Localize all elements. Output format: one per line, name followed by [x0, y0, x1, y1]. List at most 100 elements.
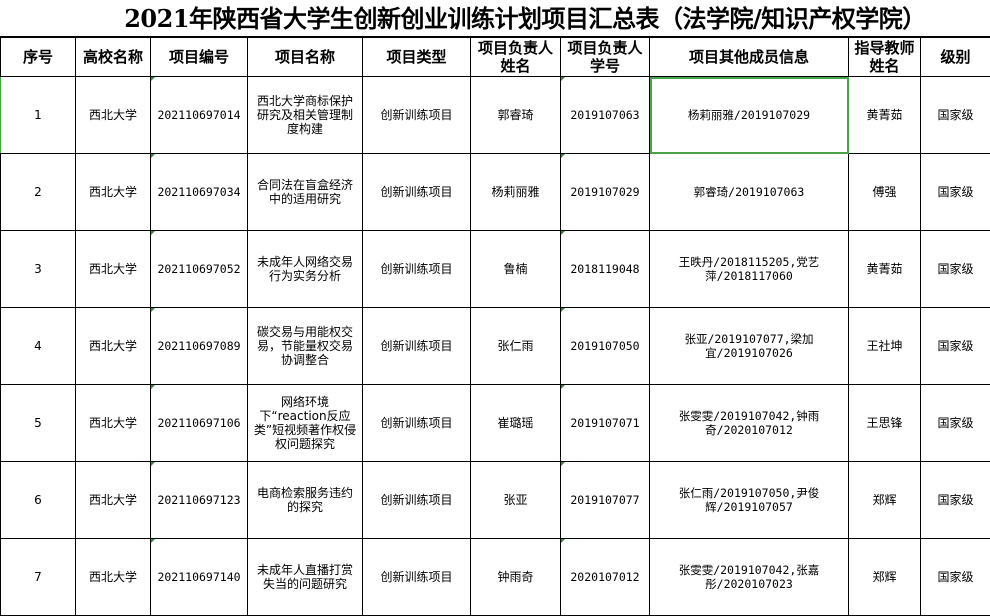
cell-school[interactable]: 西北大学 [76, 462, 151, 539]
cell-leader-id[interactable]: 2019107063 [561, 77, 650, 154]
cell-project-name[interactable]: 未成年人网络交易行为实务分析 [248, 231, 363, 308]
cell-seq[interactable]: 3 [1, 231, 76, 308]
header-leader-id[interactable]: 项目负责人学号 [561, 38, 650, 77]
cell-level[interactable]: 国家级 [921, 539, 990, 616]
cell-advisor[interactable]: 黄菁茹 [849, 77, 921, 154]
cell-members[interactable]: 张亚/2019107077,梁加宜/2019107026 [650, 308, 849, 385]
cell-text: 杨莉丽雅 [491, 185, 539, 199]
cell-project-type[interactable]: 创新训练项目 [363, 462, 471, 539]
cell-advisor[interactable]: 王社坤 [849, 308, 921, 385]
cell-seq[interactable]: 1 [1, 77, 76, 154]
cell-advisor[interactable]: 傅强 [849, 154, 921, 231]
cell-project-type[interactable]: 创新训练项目 [363, 231, 471, 308]
cell-advisor[interactable]: 郑辉 [849, 539, 921, 616]
header-seq[interactable]: 序号 [1, 38, 76, 77]
cell-level[interactable]: 国家级 [921, 308, 990, 385]
sheet-title: 2021年陕西省大学生创新创业训练计划项目汇总表（法学院/知识产权学院） [0, 0, 990, 37]
cell-school[interactable]: 西北大学 [76, 154, 151, 231]
text-number-indicator-icon [561, 231, 565, 235]
cell-project-name[interactable]: 西北大学商标保护研究及相关管理制度构建 [248, 77, 363, 154]
cell-level[interactable]: 国家级 [921, 385, 990, 462]
cell-text: 国家级 [937, 185, 973, 199]
cell-text: 创新训练项目 [380, 416, 452, 430]
cell-level[interactable]: 国家级 [921, 462, 990, 539]
cell-project-name[interactable]: 电商检索服务违约的探究 [248, 462, 363, 539]
cell-project-type[interactable]: 创新训练项目 [363, 308, 471, 385]
cell-text: 国家级 [937, 339, 973, 353]
header-project-name[interactable]: 项目名称 [248, 38, 363, 77]
cell-school[interactable]: 西北大学 [76, 231, 151, 308]
cell-school[interactable]: 西北大学 [76, 539, 151, 616]
cell-advisor[interactable]: 黄菁茹 [849, 231, 921, 308]
cell-project-name[interactable]: 碳交易与用能权交易，节能量权交易协调整合 [248, 308, 363, 385]
cell-project-id[interactable]: 202110697089 [151, 308, 248, 385]
header-project-type[interactable]: 项目类型 [363, 38, 471, 77]
cell-text: 西北大学 [89, 262, 137, 276]
cell-seq[interactable]: 6 [1, 462, 76, 539]
cell-text: 西北大学 [89, 493, 137, 507]
cell-text: 2019107029 [570, 185, 639, 199]
text-number-indicator-icon [151, 539, 155, 543]
cell-project-type[interactable]: 创新训练项目 [363, 385, 471, 462]
cell-leader-id[interactable]: 2019107029 [561, 154, 650, 231]
cell-project-type[interactable]: 创新训练项目 [363, 539, 471, 616]
cell-project-name[interactable]: 合同法在盲盒经济中的适用研究 [248, 154, 363, 231]
cell-level[interactable]: 国家级 [921, 77, 990, 154]
cell-text: 创新训练项目 [380, 339, 452, 353]
cell-members[interactable]: 张雯雯/2019107042,钟雨奇/2020107012 [650, 385, 849, 462]
cell-seq[interactable]: 2 [1, 154, 76, 231]
cell-leader-name[interactable]: 杨莉丽雅 [471, 154, 561, 231]
cell-members[interactable]: 王昳丹/2018115205,党艺萍/2018117060 [650, 231, 849, 308]
cell-leader-id[interactable]: 2019107050 [561, 308, 650, 385]
cell-level[interactable]: 国家级 [921, 231, 990, 308]
cell-text: 王社坤 [866, 339, 902, 353]
cell-leader-name[interactable]: 郭睿琦 [471, 77, 561, 154]
header-members[interactable]: 项目其他成员信息 [650, 38, 849, 77]
cell-leader-name[interactable]: 鲁楠 [471, 231, 561, 308]
cell-leader-name[interactable]: 张亚 [471, 462, 561, 539]
cell-text: 郭睿琦 [497, 108, 533, 122]
header-leader-name[interactable]: 项目负责人姓名 [471, 38, 561, 77]
header-school[interactable]: 高校名称 [76, 38, 151, 77]
cell-project-id[interactable]: 202110697052 [151, 231, 248, 308]
cell-project-type[interactable]: 创新训练项目 [363, 77, 471, 154]
cell-text: 国家级 [937, 262, 973, 276]
cell-project-id[interactable]: 202110697014 [151, 77, 248, 154]
header-project-id[interactable]: 项目编号 [151, 38, 248, 77]
cell-seq[interactable]: 5 [1, 385, 76, 462]
cell-level[interactable]: 国家级 [921, 154, 990, 231]
cell-seq[interactable]: 7 [1, 539, 76, 616]
cell-school[interactable]: 西北大学 [76, 77, 151, 154]
cell-project-id[interactable]: 202110697034 [151, 154, 248, 231]
cell-school[interactable]: 西北大学 [76, 308, 151, 385]
header-advisor[interactable]: 指导教师姓名 [849, 38, 921, 77]
cell-text: 创新训练项目 [380, 108, 452, 122]
cell-members[interactable]: 张仁雨/2019107050,尹俊辉/2019107057 [650, 462, 849, 539]
cell-text: 202110697034 [157, 185, 240, 199]
cell-project-id[interactable]: 202110697123 [151, 462, 248, 539]
cell-text: 7 [34, 570, 42, 584]
cell-leader-name[interactable]: 钟雨奇 [471, 539, 561, 616]
cell-leader-name[interactable]: 崔璐瑶 [471, 385, 561, 462]
cell-project-name[interactable]: 未成年人直播打赏失当的问题研究 [248, 539, 363, 616]
cell-leader-id[interactable]: 2020107012 [561, 539, 650, 616]
text-number-indicator-icon [151, 231, 155, 235]
cell-project-id[interactable]: 202110697140 [151, 539, 248, 616]
cell-project-name[interactable]: 网络环境下“reaction反应类”短视频著作权侵权问题探究 [248, 385, 363, 462]
cell-members[interactable]: 郭睿琦/2019107063 [650, 154, 849, 231]
cell-leader-id[interactable]: 2018119048 [561, 231, 650, 308]
cell-leader-name[interactable]: 张仁雨 [471, 308, 561, 385]
cell-project-id[interactable]: 202110697106 [151, 385, 248, 462]
cell-leader-id[interactable]: 2019107071 [561, 385, 650, 462]
cell-leader-id[interactable]: 2019107077 [561, 462, 650, 539]
cell-advisor[interactable]: 王思锋 [849, 385, 921, 462]
cell-text: 碳交易与用能权交易，节能量权交易协调整合 [257, 325, 353, 367]
cell-members[interactable]: 杨莉丽雅/2019107029 [650, 77, 849, 154]
cell-text: 2019107077 [570, 493, 639, 507]
header-level[interactable]: 级别 [921, 38, 990, 77]
cell-seq[interactable]: 4 [1, 308, 76, 385]
cell-members[interactable]: 张雯雯/2019107042,张嘉彤/2020107023 [650, 539, 849, 616]
cell-school[interactable]: 西北大学 [76, 385, 151, 462]
cell-project-type[interactable]: 创新训练项目 [363, 154, 471, 231]
cell-advisor[interactable]: 郑辉 [849, 462, 921, 539]
